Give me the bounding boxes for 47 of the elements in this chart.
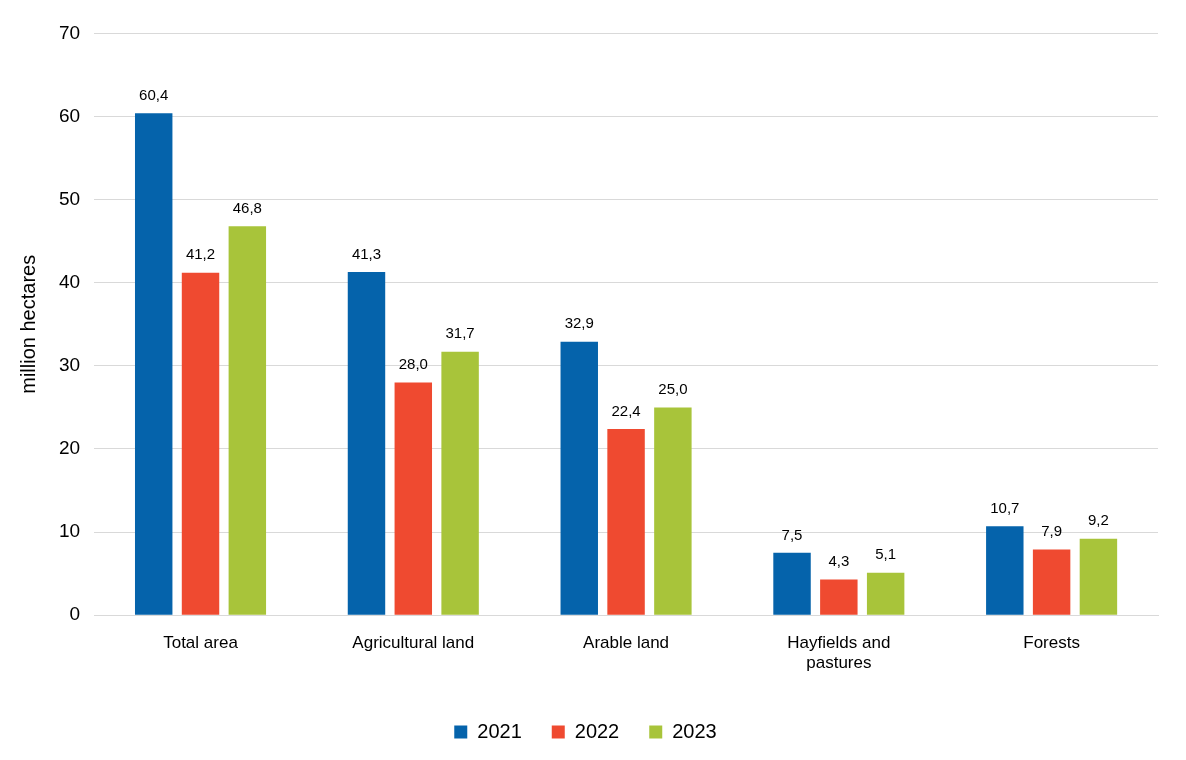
bar: [347, 271, 386, 615]
data-label: 46,8: [232, 198, 262, 216]
bar: [228, 226, 267, 615]
legend-label: 2021: [477, 719, 522, 742]
x-tick-label: Forests: [1023, 633, 1080, 653]
data-label: 10,7: [990, 498, 1020, 516]
data-label: 41,3: [351, 244, 382, 262]
data-label: 60,4: [139, 85, 169, 103]
data-label: 41,2: [185, 245, 216, 263]
bar: [820, 579, 858, 615]
y-axis-title: million hectares: [16, 254, 39, 394]
y-tick-label: 10: [58, 520, 81, 542]
bar: [134, 113, 173, 615]
bar: [607, 429, 645, 615]
data-label: 5,1: [875, 545, 897, 563]
data-label: 7,9: [1041, 522, 1063, 540]
bar: [1079, 538, 1118, 615]
data-label: 9,2: [1087, 511, 1109, 529]
y-tick-label: 50: [58, 187, 81, 209]
x-tick-label: Hayfields and pastures: [787, 633, 891, 673]
bar: [654, 407, 692, 615]
x-tick-label: Total area: [163, 633, 239, 653]
data-label: 4,3: [828, 552, 850, 570]
legend-label: 2023: [672, 719, 717, 742]
bar: [1032, 549, 1071, 615]
bar: [866, 572, 905, 615]
y-tick-label: 70: [58, 21, 81, 43]
bar: [394, 382, 433, 615]
y-tick-label: 0: [69, 603, 81, 625]
x-tick-label: Arable land: [583, 633, 670, 653]
data-label: 32,9: [564, 314, 594, 332]
x-tick-label: Agricultural land: [352, 633, 475, 653]
data-label: 7,5: [781, 525, 803, 543]
y-tick-label: 30: [58, 354, 81, 376]
y-tick-label: 20: [58, 437, 81, 459]
y-tick-label: 60: [58, 104, 81, 126]
data-label: 25,0: [658, 380, 688, 398]
y-tick-label: 40: [58, 270, 81, 292]
data-label: 31,7: [445, 324, 475, 342]
legend-label: 2022: [574, 719, 620, 742]
bar: [773, 552, 811, 615]
bar: [441, 351, 479, 615]
data-label: 28,0: [398, 355, 428, 373]
bar: [560, 341, 598, 615]
bar: [181, 272, 220, 615]
bar: [986, 526, 1024, 615]
data-label: 22,4: [611, 401, 641, 419]
